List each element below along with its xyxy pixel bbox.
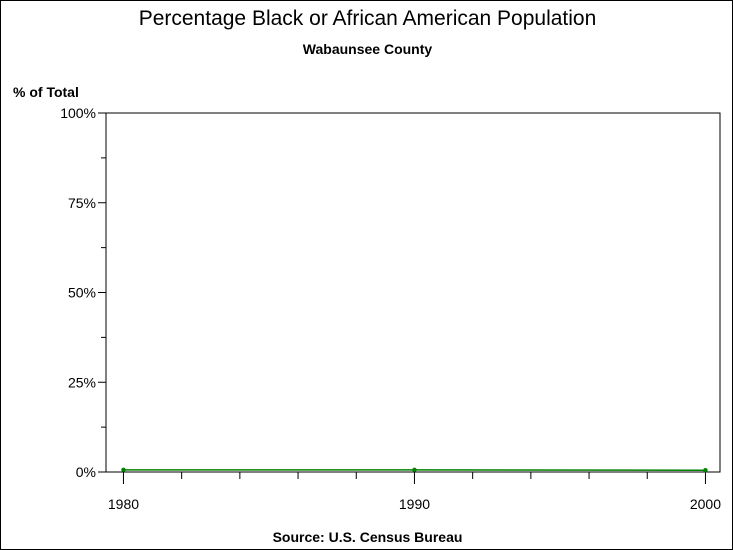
chart-subtitle: Wabaunsee County [302, 41, 433, 57]
y-tick-label: 75% [68, 195, 96, 211]
y-axis-label: % of Total [13, 84, 79, 100]
chart-title: Percentage Black or African American Pop… [138, 7, 597, 30]
data-point [121, 467, 126, 473]
y-tick-label: 100% [60, 105, 96, 121]
x-tick-label: 2000 [690, 496, 721, 512]
data-point [703, 468, 708, 473]
y-tick-label: 50% [68, 285, 96, 301]
y-tick-label: 0% [76, 464, 96, 480]
source-note: Source: U.S. Census Bureau [272, 529, 463, 545]
data-point [412, 467, 417, 473]
x-tick-label: 1990 [399, 496, 430, 512]
x-tick-label: 1980 [108, 496, 139, 512]
y-tick-label: 25% [68, 374, 96, 390]
plot-frame [105, 112, 721, 473]
